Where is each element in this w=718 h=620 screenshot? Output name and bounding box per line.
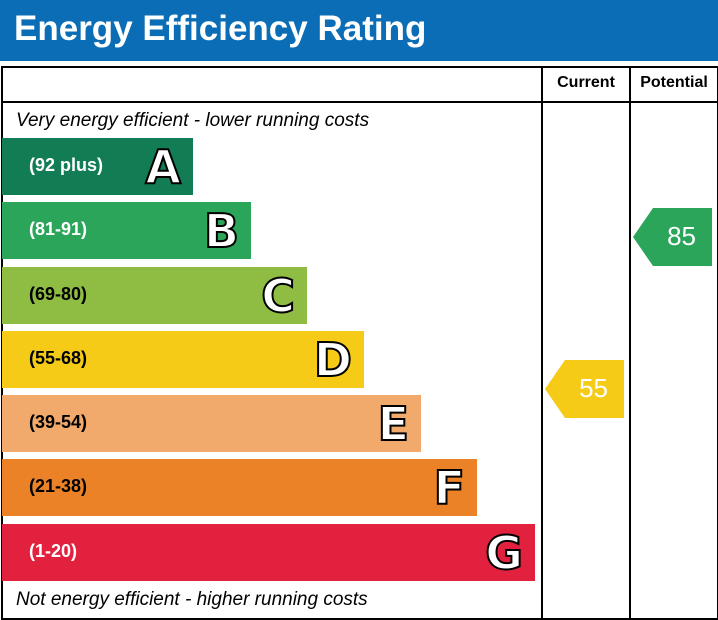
- bar-range-label: (69-80): [29, 284, 88, 304]
- bar-range-label: (1-20): [29, 541, 78, 561]
- rating-bar-a: (92 plus) A: [2, 138, 193, 195]
- potential-rating-value: 85: [667, 221, 696, 251]
- rating-bar-d: (55-68) D: [2, 331, 364, 388]
- bar-range-label: (39-54): [29, 412, 88, 432]
- bar-range-label: (81-91): [29, 219, 88, 239]
- potential-rating-arrow: 85: [633, 208, 712, 266]
- bar-range-label: (92 plus): [29, 155, 104, 175]
- bar-letter-label: C: [260, 268, 296, 324]
- top-note: Very energy efficient - lower running co…: [16, 110, 370, 131]
- rating-bar-c: (69-80) C: [2, 267, 307, 324]
- rating-bar-g: (1-20) G: [2, 524, 535, 581]
- divider: [1, 101, 717, 103]
- divider: [541, 66, 543, 618]
- bar-letter-label: D: [313, 332, 353, 388]
- bar-range-label: (55-68): [29, 348, 88, 368]
- bar-letter-label: A: [144, 139, 182, 195]
- rating-bar-e: (39-54) E: [2, 395, 421, 452]
- chart-title: Energy Efficiency Rating: [14, 9, 427, 48]
- current-column-header: Current: [557, 74, 615, 91]
- potential-column-header: Potential: [640, 74, 708, 91]
- bar-range-label: (21-38): [29, 476, 88, 496]
- bar-letter-label: F: [433, 460, 466, 516]
- bar-letter-label: B: [203, 203, 240, 259]
- bar-letter-label: G: [484, 525, 524, 581]
- rating-bar-b: (81-91) B: [2, 202, 251, 259]
- bar-letter-label: E: [377, 396, 410, 452]
- header: Energy Efficiency Rating: [0, 0, 718, 61]
- divider: [629, 66, 631, 618]
- current-rating-value: 55: [579, 373, 608, 403]
- bottom-note: Not energy efficient - higher running co…: [16, 589, 368, 610]
- rating-bar-f: (21-38) F: [2, 459, 477, 516]
